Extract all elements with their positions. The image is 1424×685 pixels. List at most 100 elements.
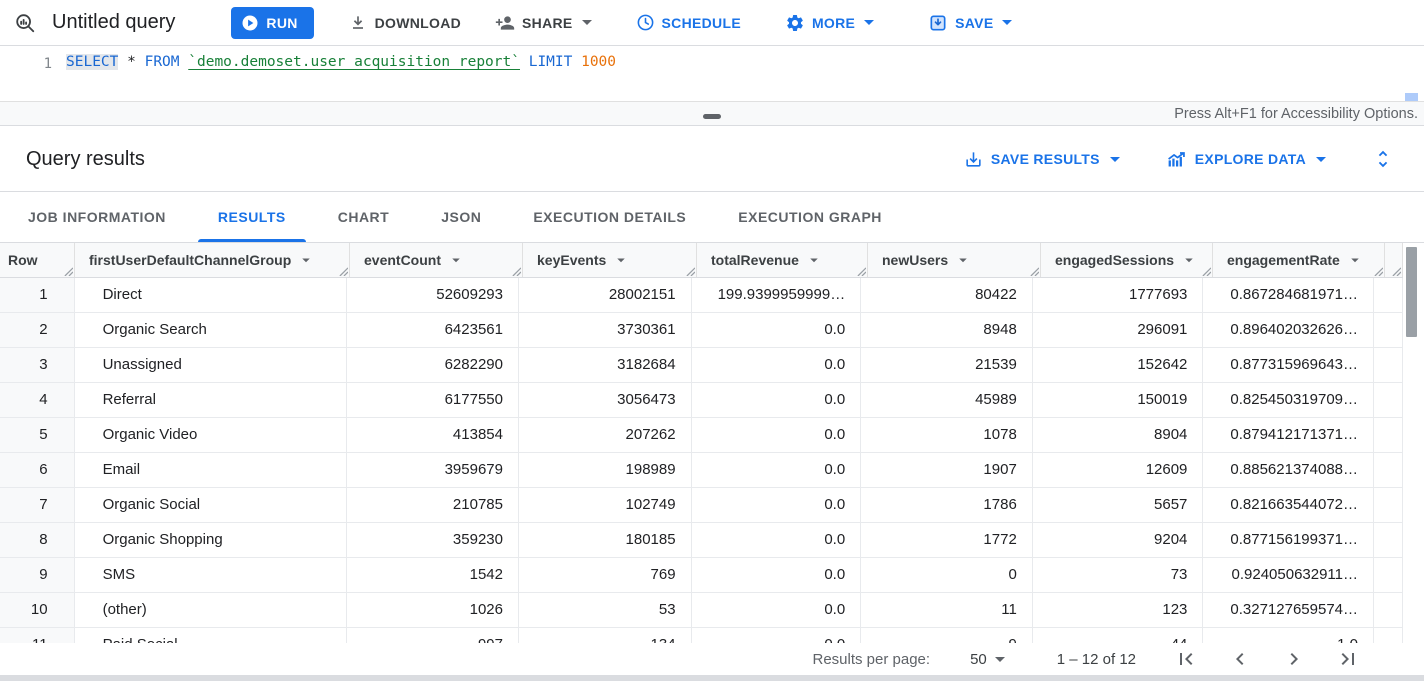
cell-engagementRate: 0.885621374088… — [1203, 453, 1374, 488]
tab-job-information[interactable]: JOB INFORMATION — [2, 192, 192, 242]
table-header-row: Row firstUserDefaultChannelGroup eventCoun… — [0, 243, 1403, 278]
row-number-cell: 7 — [0, 488, 75, 523]
column-resize-handle[interactable] — [1202, 267, 1211, 276]
explore-data-button[interactable]: EXPLORE DATA — [1166, 149, 1326, 170]
cell-keyEvents: 28002151 — [519, 278, 692, 313]
column-label: engagementRate — [1227, 252, 1340, 268]
sql-editor[interactable]: 1 SELECT * FROM `demo.demoset.user_acqui… — [0, 46, 1424, 101]
row-number-cell: 8 — [0, 523, 75, 558]
last-page-button[interactable] — [1336, 647, 1360, 671]
collapse-expand-icon[interactable] — [1372, 148, 1394, 170]
cell-eventCount: 6177550 — [347, 383, 519, 418]
cell-spacer — [1374, 558, 1403, 593]
cell-firstUserDefaultChannelGroup: Direct — [75, 278, 348, 313]
cell-keyEvents: 3730361 — [519, 313, 692, 348]
sort-menu-icon[interactable] — [954, 251, 972, 269]
line-number: 1 — [0, 56, 52, 72]
previous-page-button[interactable] — [1228, 647, 1252, 671]
column-header-firstUserDefaultChannelGroup[interactable]: firstUserDefaultChannelGroup — [75, 243, 350, 277]
schedule-button[interactable]: SCHEDULE — [636, 13, 741, 32]
column-header-engagedSessions[interactable]: engagedSessions — [1041, 243, 1213, 277]
save-results-icon — [964, 150, 983, 169]
pane-splitter-handle[interactable] — [703, 114, 721, 119]
sort-menu-icon[interactable] — [1346, 251, 1364, 269]
column-header-keyEvents[interactable]: keyEvents — [523, 243, 697, 277]
tab-results[interactable]: RESULTS — [192, 192, 312, 242]
column-resize-handle[interactable] — [1392, 267, 1401, 276]
sort-menu-icon[interactable] — [1180, 251, 1198, 269]
sort-menu-icon[interactable] — [447, 251, 465, 269]
sql-table-reference[interactable]: `demo.demoset.user_acquisition_report` — [188, 54, 520, 70]
column-resize-handle[interactable] — [1030, 267, 1039, 276]
sql-limit-value: 1000 — [581, 54, 616, 70]
cell-spacer — [1374, 523, 1403, 558]
tab-json[interactable]: JSON — [415, 192, 507, 242]
cell-newUsers: 21539 — [861, 348, 1033, 383]
cell-engagedSessions: 73 — [1033, 558, 1204, 593]
chevron-down-icon — [582, 20, 592, 25]
table-row: 5Organic Video4138542072620.0107889040.8… — [0, 418, 1403, 453]
query-editor-toolbar: Untitled query RUN DOWNLOAD SHARE SCHEDU… — [0, 0, 1424, 46]
tab-execution-graph[interactable]: EXECUTION GRAPH — [712, 192, 908, 242]
column-resize-handle[interactable] — [512, 267, 521, 276]
table-row: 7Organic Social2107851027490.0178656570.… — [0, 488, 1403, 523]
cell-engagementRate: 0.896402032626… — [1203, 313, 1374, 348]
cell-newUsers: 1772 — [861, 523, 1033, 558]
sort-menu-icon[interactable] — [805, 251, 823, 269]
column-label: eventCount — [364, 252, 441, 268]
clock-icon — [636, 13, 655, 32]
save-button[interactable]: SAVE — [928, 13, 1012, 33]
column-resize-handle[interactable] — [64, 267, 73, 276]
table-row: 4Referral617755030564730.0459891500190.8… — [0, 383, 1403, 418]
column-header-engagementRate[interactable]: engagementRate — [1213, 243, 1385, 277]
sql-code-line[interactable]: SELECT * FROM `demo.demoset.user_acquisi… — [66, 54, 616, 70]
column-header-spacer[interactable] — [1385, 243, 1403, 277]
column-resize-handle[interactable] — [1374, 267, 1383, 276]
horizontal-scrollbar-track[interactable] — [0, 675, 1424, 681]
cell-engagedSessions: 123 — [1033, 593, 1204, 628]
cell-totalRevenue: 0.0 — [692, 453, 862, 488]
table-scrollbar-thumb[interactable] — [1406, 247, 1417, 337]
column-resize-handle[interactable] — [339, 267, 348, 276]
cell-newUsers: 8948 — [861, 313, 1033, 348]
row-number-cell: 5 — [0, 418, 75, 453]
table-scrollbar[interactable] — [1404, 243, 1419, 643]
column-label: keyEvents — [537, 252, 606, 268]
download-button[interactable]: DOWNLOAD — [348, 13, 461, 33]
column-header-totalRevenue[interactable]: totalRevenue — [697, 243, 868, 277]
sql-select-keyword: SELECT — [66, 54, 118, 70]
sort-menu-icon[interactable] — [612, 251, 630, 269]
cell-engagementRate: 0.825450319709… — [1203, 383, 1374, 418]
cell-engagedSessions: 5657 — [1033, 488, 1204, 523]
cell-newUsers: 45989 — [861, 383, 1033, 418]
column-resize-handle[interactable] — [857, 267, 866, 276]
page-size-select[interactable]: 50 — [970, 651, 1005, 668]
column-header-Row[interactable]: Row — [0, 243, 75, 277]
cell-firstUserDefaultChannelGroup: Paid Social — [75, 628, 348, 643]
column-label: Row — [8, 252, 38, 268]
cell-newUsers: 1907 — [861, 453, 1033, 488]
cell-firstUserDefaultChannelGroup: (other) — [75, 593, 348, 628]
cell-totalRevenue: 0.0 — [692, 488, 862, 523]
run-button[interactable]: RUN — [231, 7, 313, 39]
share-button[interactable]: SHARE — [495, 13, 592, 33]
tab-execution-details[interactable]: EXECUTION DETAILS — [507, 192, 712, 242]
next-page-button[interactable] — [1282, 647, 1306, 671]
cell-eventCount: 997 — [347, 628, 519, 643]
first-page-button[interactable] — [1174, 647, 1198, 671]
sort-menu-icon[interactable] — [297, 251, 315, 269]
column-resize-handle[interactable] — [686, 267, 695, 276]
cell-keyEvents: 3182684 — [519, 348, 692, 383]
column-header-newUsers[interactable]: newUsers — [868, 243, 1041, 277]
cell-spacer — [1374, 383, 1403, 418]
cell-eventCount: 1542 — [347, 558, 519, 593]
cell-engagementRate: 0.867284681971… — [1203, 278, 1374, 313]
more-button[interactable]: MORE — [785, 13, 874, 33]
page-range-label: 1 – 12 of 12 — [1057, 651, 1136, 668]
cell-keyEvents: 198989 — [519, 453, 692, 488]
save-results-button[interactable]: SAVE RESULTS — [964, 150, 1120, 169]
tab-chart[interactable]: CHART — [312, 192, 416, 242]
cell-totalRevenue: 0.0 — [692, 628, 862, 643]
column-header-eventCount[interactable]: eventCount — [350, 243, 523, 277]
cell-engagementRate: 0.879412171371… — [1203, 418, 1374, 453]
